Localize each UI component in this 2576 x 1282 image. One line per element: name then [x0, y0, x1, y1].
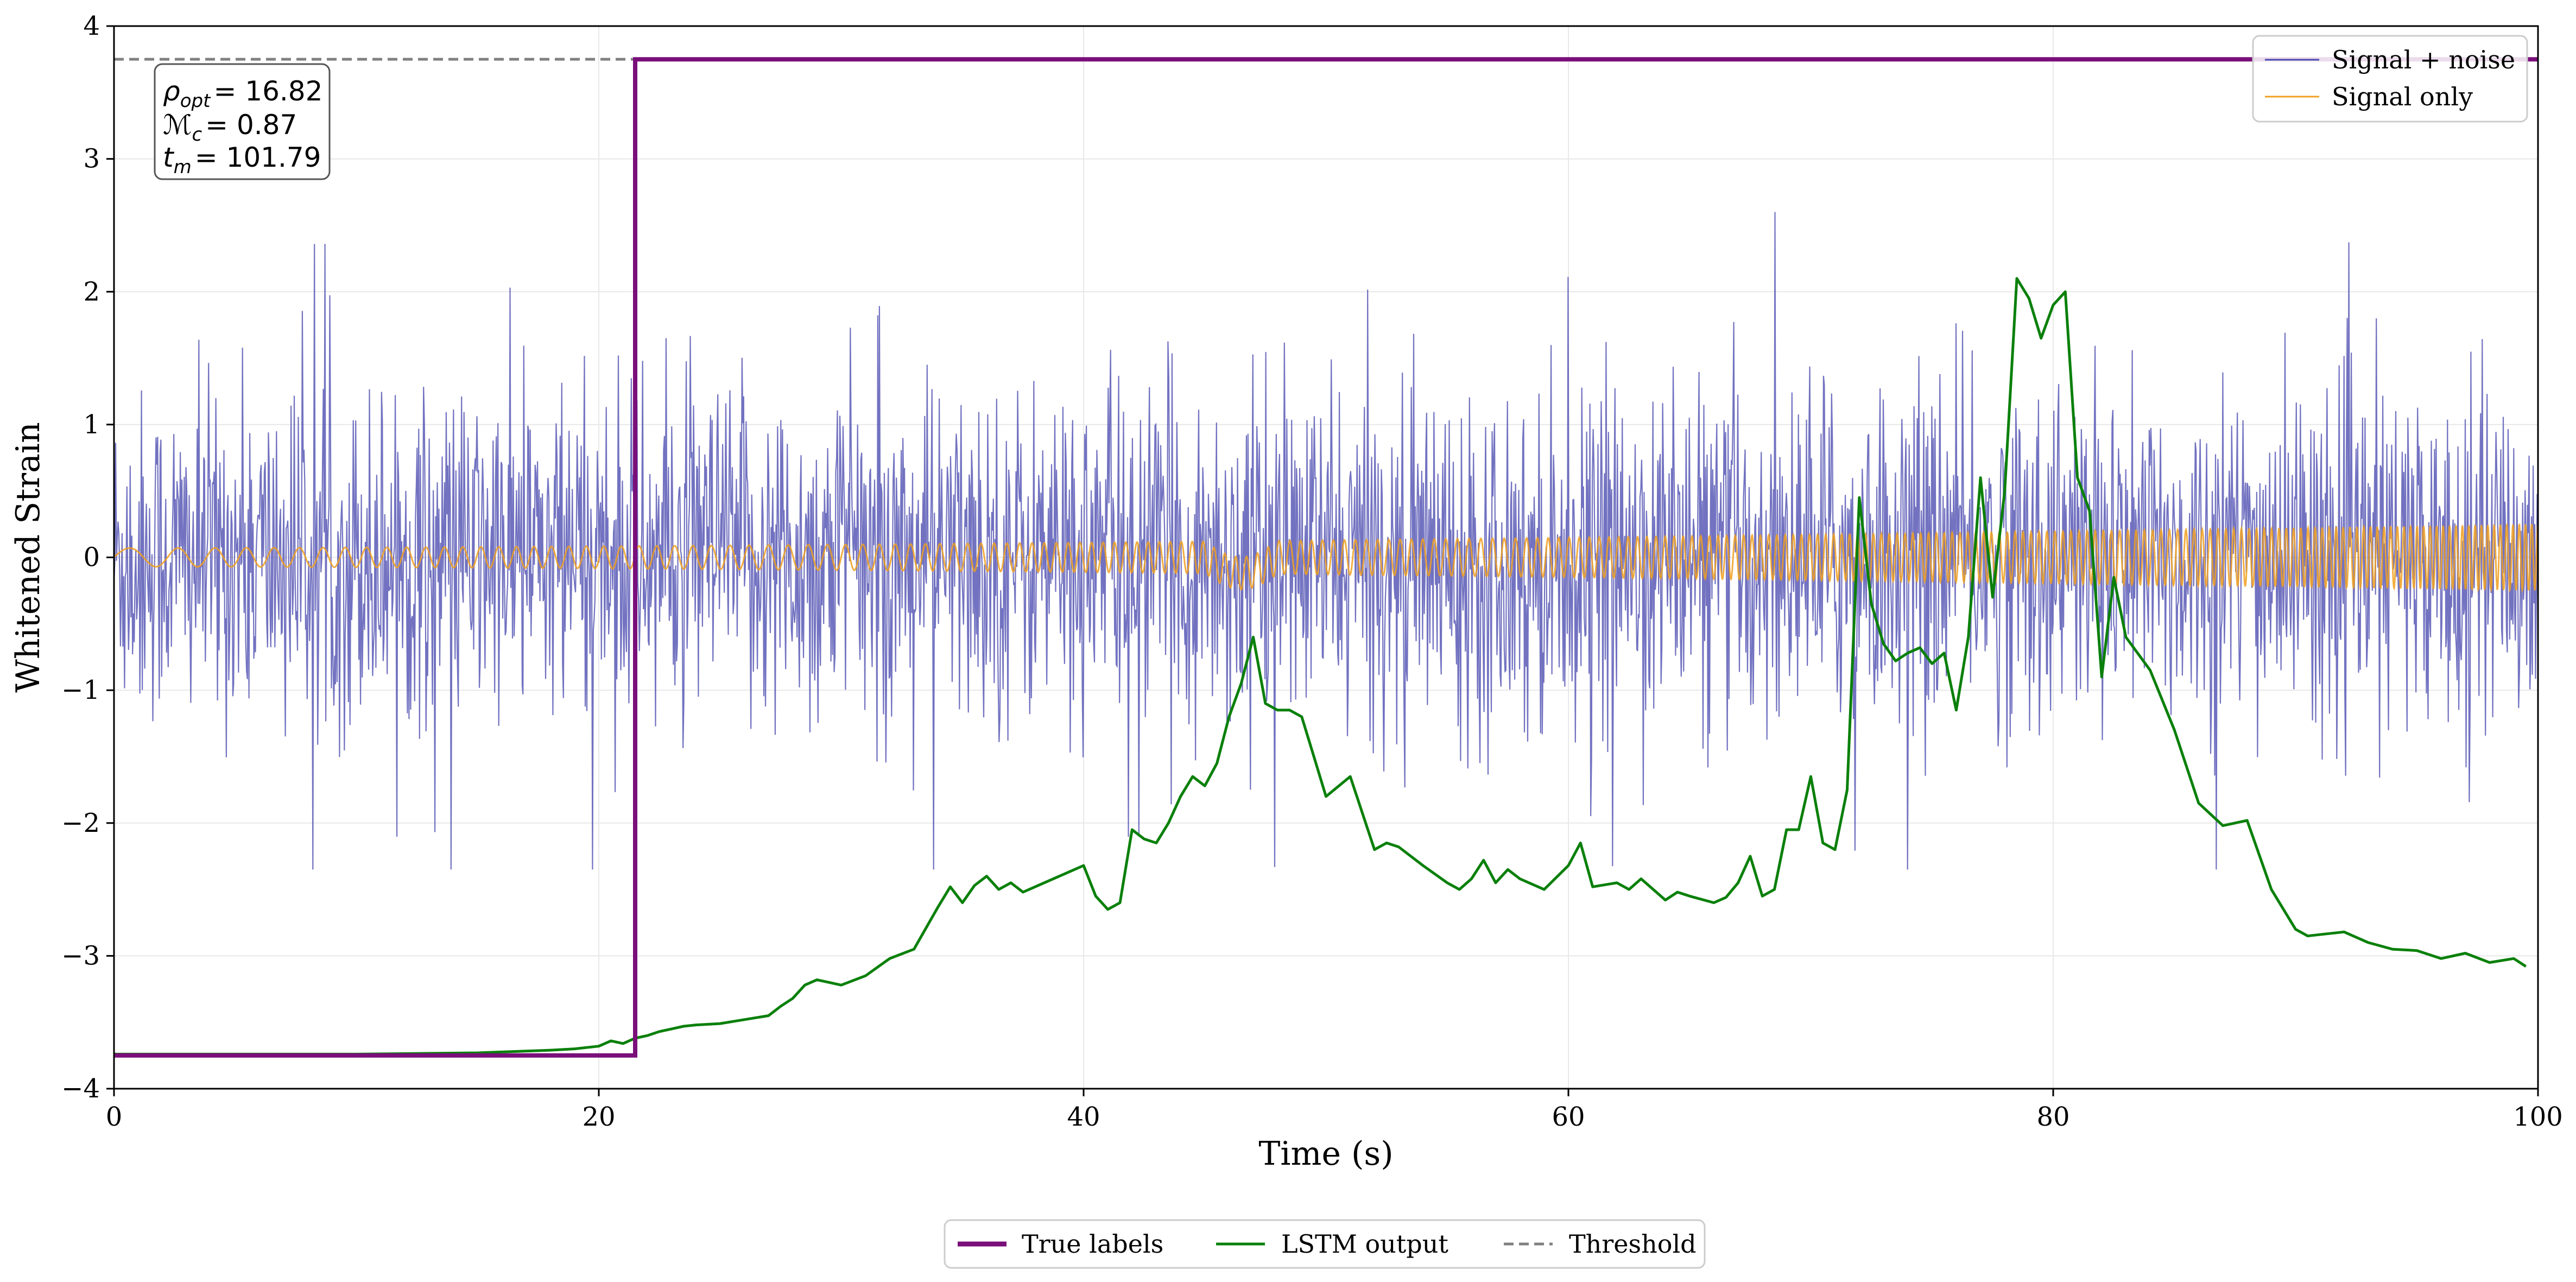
series-true-labels — [114, 57, 2538, 1058]
ticks: 0 20 40 60 80 100 −4 −3 −2 −1 0 1 2 3 4 — [61, 11, 2563, 1132]
x-tick-label: 40 — [1067, 1102, 1100, 1132]
series-signal-only — [114, 522, 2538, 593]
series-signal-noise — [114, 212, 2538, 870]
legend-lower: True labels LSTM output Threshold — [944, 1219, 1706, 1269]
y-tick-label: 4 — [83, 11, 100, 41]
legend-threshold-label: Threshold — [1569, 1229, 1697, 1259]
annotation-tm: tm = 101.79 — [163, 142, 321, 178]
parameter-annotation: ρopt = 16.82 ℳc = 0.87 tm = 101.79 — [154, 63, 331, 180]
legend-lower-box — [944, 1219, 1706, 1269]
annotation-mc: ℳc = 0.87 — [163, 109, 297, 146]
y-axis-title: Whitened Strain — [9, 422, 47, 692]
tm-subscript: m — [174, 156, 192, 178]
mc-value: = 0.87 — [205, 109, 297, 141]
legend-signal-only-label: Signal only — [2332, 82, 2473, 111]
legend-true-labels-label: True labels — [1022, 1229, 1163, 1259]
y-tick-label: 3 — [83, 144, 100, 174]
tm-symbol: t — [163, 142, 175, 173]
x-tick-label: 80 — [2036, 1102, 2069, 1132]
tm-value: = 101.79 — [195, 142, 321, 173]
mc-subscript: c — [192, 124, 202, 146]
mc-symbol: ℳ — [163, 109, 192, 141]
x-tick-label: 20 — [582, 1102, 615, 1132]
y-tick-label: 0 — [83, 542, 100, 573]
rho-subscript: opt — [180, 90, 211, 112]
legend-upper: Signal + noise Signal only — [2252, 35, 2528, 123]
y-tick-label: −1 — [61, 675, 100, 705]
x-tick-label: 0 — [106, 1102, 123, 1132]
y-tick-label: −3 — [61, 940, 100, 971]
x-axis-title: Time (s) — [1258, 1135, 1393, 1173]
annotation-box — [154, 63, 331, 180]
plot-area — [114, 212, 2538, 870]
rho-value: = 16.82 — [213, 75, 322, 107]
y-tick-label: −2 — [61, 808, 100, 838]
y-tick-label: 2 — [83, 276, 100, 307]
y-tick-label: −4 — [61, 1073, 100, 1104]
y-tick-label: 1 — [83, 409, 100, 440]
legend-upper-box — [2252, 35, 2528, 123]
legend-lstm-output-label: LSTM output — [1281, 1229, 1448, 1259]
annotation-rho-opt: ρopt = 16.82 — [163, 75, 322, 112]
series-lstm-output — [114, 277, 2527, 1056]
rho-symbol: ρ — [163, 75, 180, 107]
legend-signal-noise-label: Signal + noise — [2332, 45, 2515, 74]
x-tick-label: 60 — [1552, 1102, 1585, 1132]
x-tick-label: 100 — [2513, 1102, 2563, 1132]
